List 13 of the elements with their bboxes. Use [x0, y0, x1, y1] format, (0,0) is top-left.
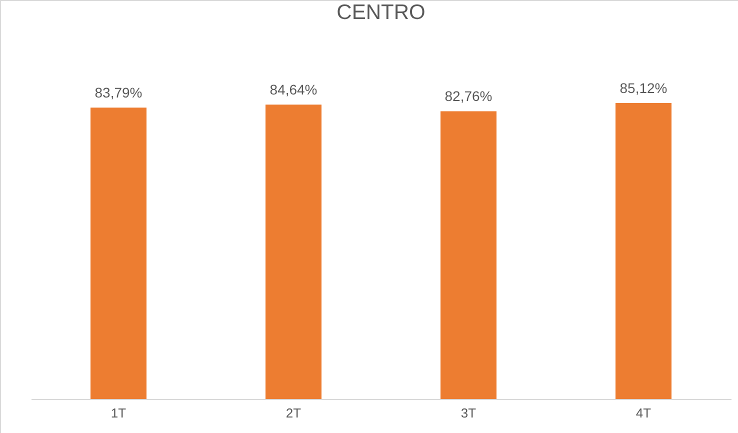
x-tick-label: 2T: [286, 406, 302, 420]
bar: [266, 104, 322, 399]
bar: [440, 111, 496, 399]
chart-title: CENTRO: [336, 1, 426, 24]
x-tick-label: 4T: [636, 406, 652, 420]
data-label: 84,64%: [270, 82, 318, 98]
bar: [616, 103, 672, 399]
x-tick-label: 3T: [460, 406, 476, 420]
data-label: 82,76%: [444, 88, 492, 104]
x-tick-label: 1T: [110, 406, 126, 420]
data-label: 85,12%: [620, 80, 668, 96]
bar: [90, 108, 146, 399]
data-label: 83,79%: [94, 84, 142, 101]
